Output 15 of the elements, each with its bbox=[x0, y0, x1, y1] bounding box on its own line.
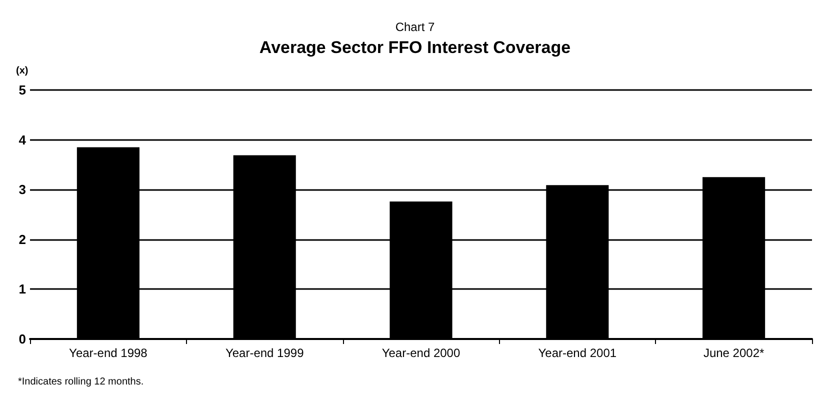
chart-subtitle: Chart 7 bbox=[395, 20, 435, 34]
chart-title: Average Sector FFO Interest Coverage bbox=[259, 38, 571, 57]
text: *Indicates rolling 12 months. bbox=[18, 376, 144, 388]
x-tick-label: Year-end 1998 bbox=[69, 346, 148, 360]
x-tick-label: Year-end 2000 bbox=[382, 346, 460, 360]
y-tick-label: 5 bbox=[18, 82, 26, 98]
y-tick-label: 4 bbox=[18, 132, 27, 148]
y-tick-label: 3 bbox=[18, 182, 26, 198]
y-tick-label: 1 bbox=[18, 282, 26, 297]
y-tick-label: 0 bbox=[18, 332, 26, 346]
x-tick-label: Year-end 2001 bbox=[538, 346, 617, 360]
x-tick-label: Year-end 1999 bbox=[225, 346, 304, 360]
x-tick-label: June 2002* bbox=[703, 346, 764, 360]
y-tick-label: 2 bbox=[18, 232, 26, 247]
y-axis-title: (x) bbox=[16, 66, 28, 76]
